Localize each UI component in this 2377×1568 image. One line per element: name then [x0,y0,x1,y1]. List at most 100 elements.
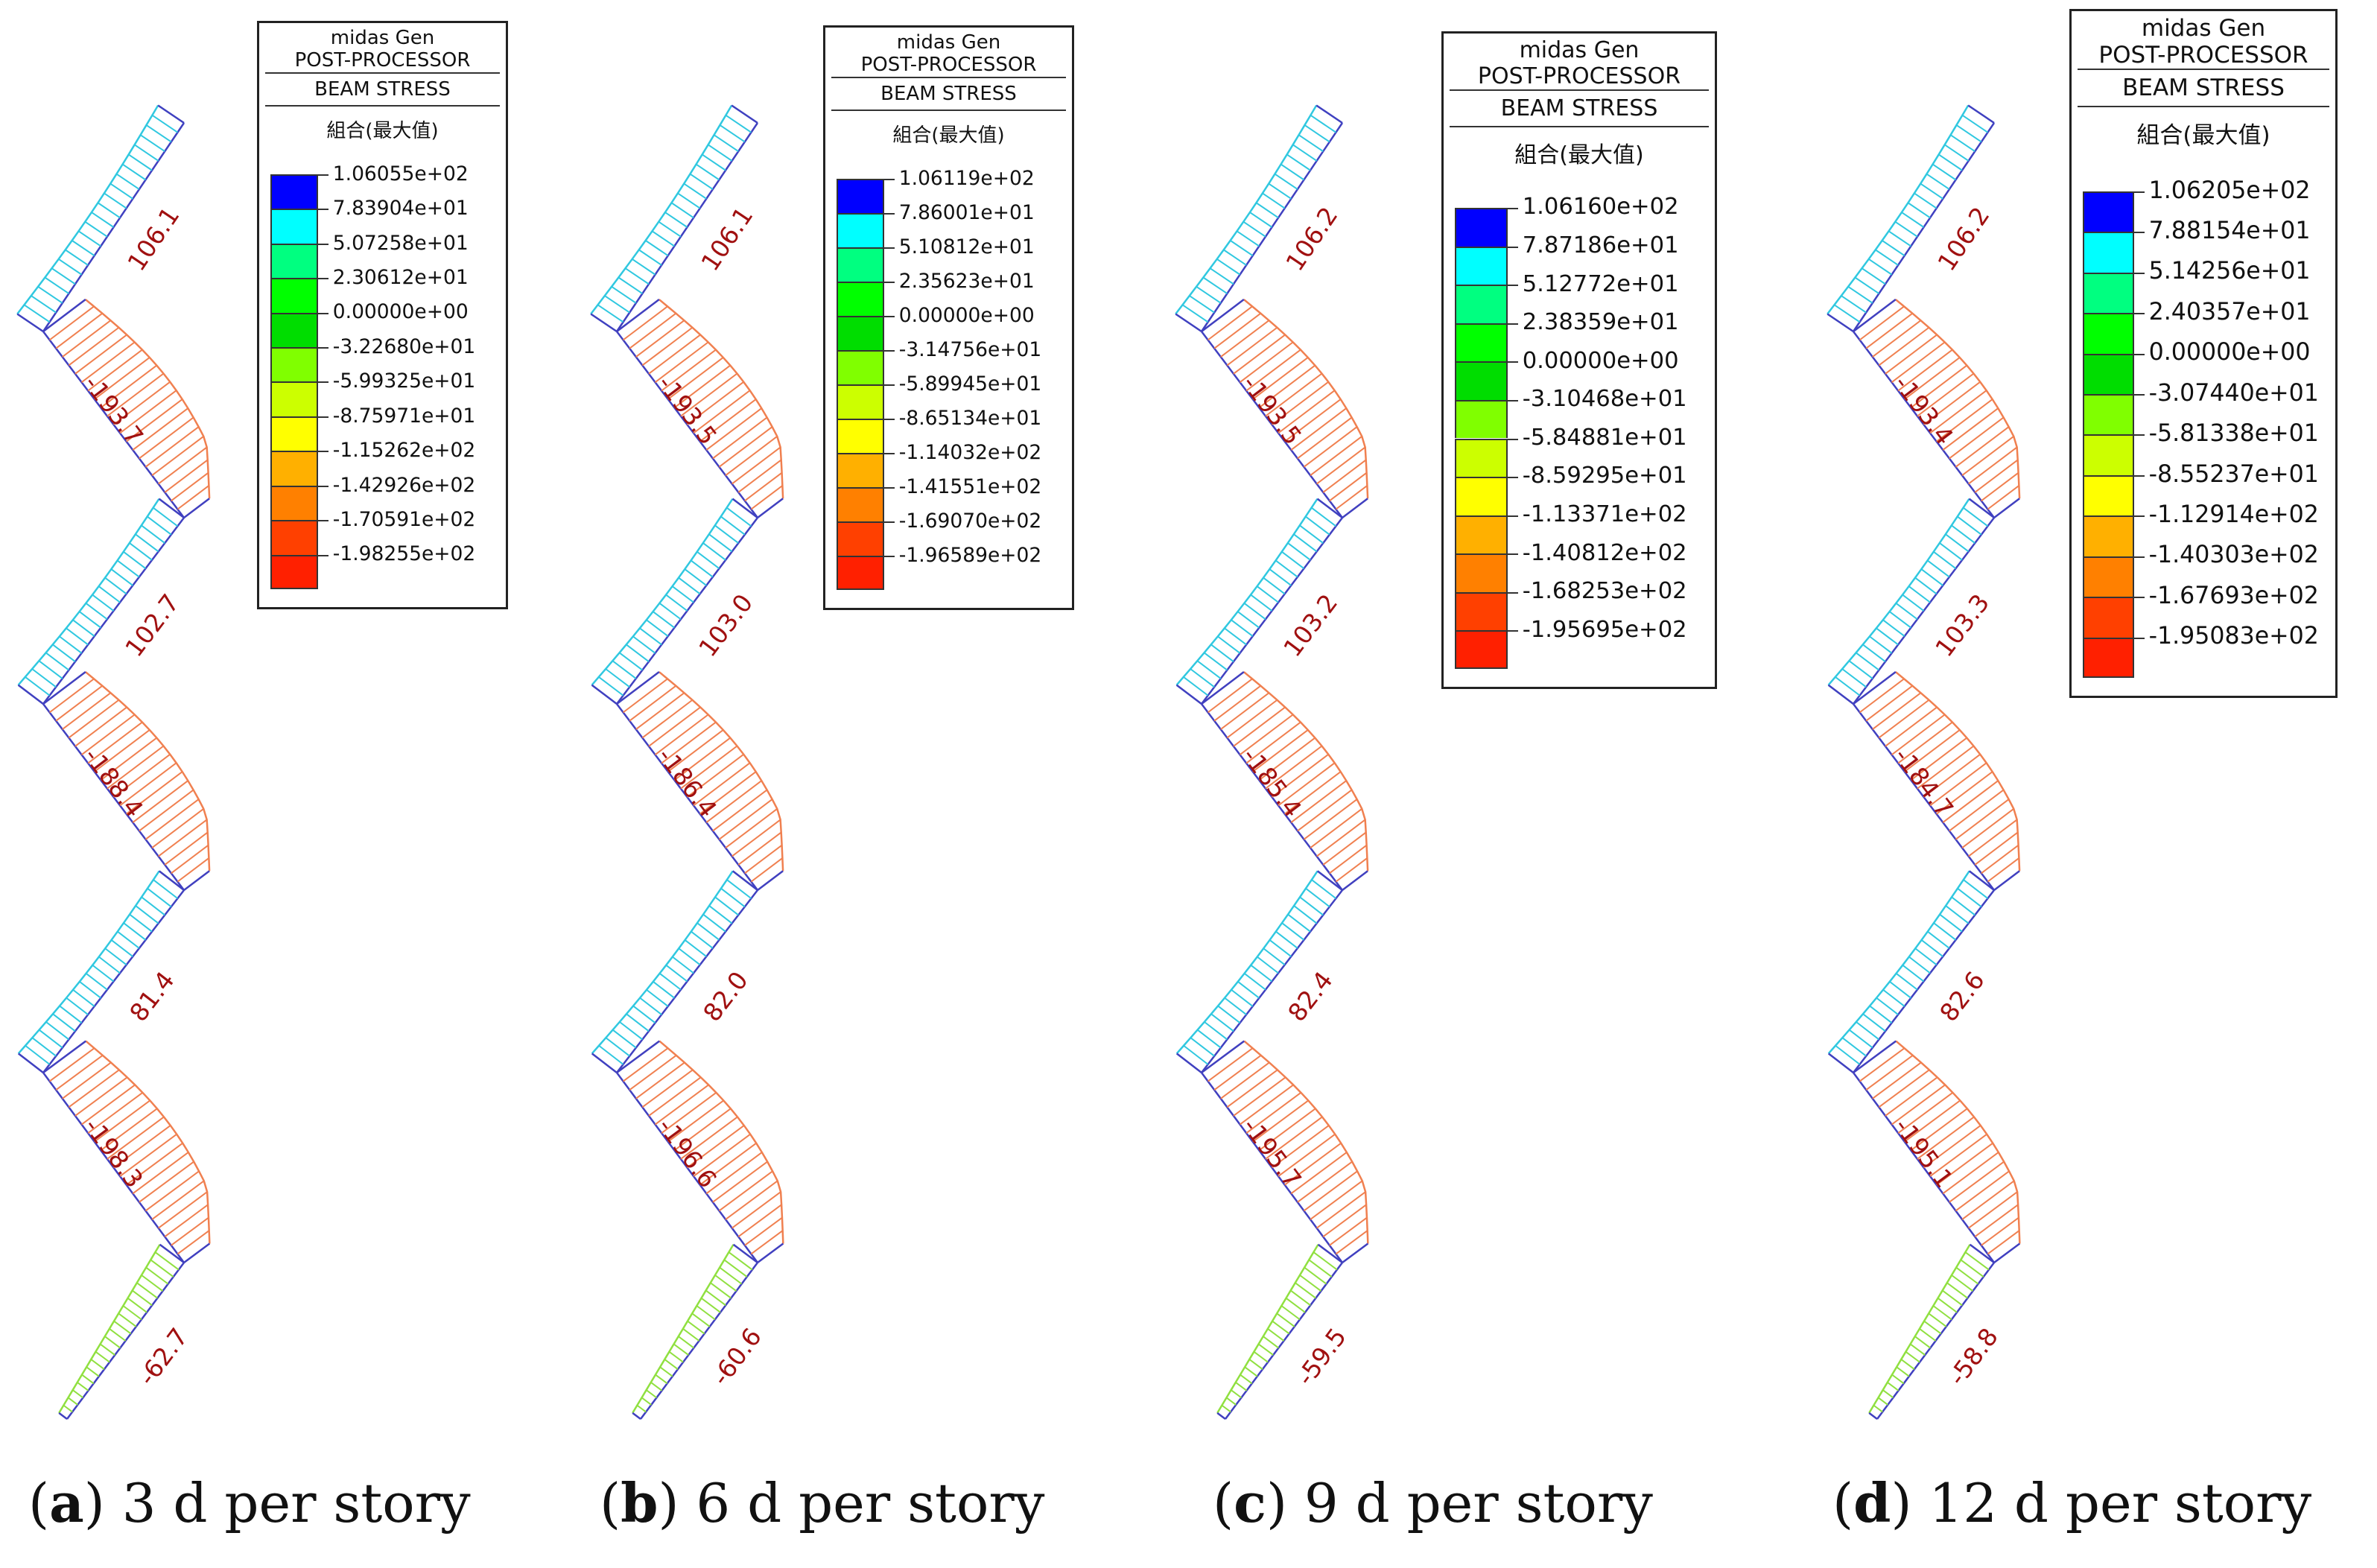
caption-paren: ( [28,1472,50,1534]
legend-box-d: midas Gen POST-PROCESSOR BEAM STRESS 組合(最大值… [2069,9,2338,698]
legend-tick [1507,361,1518,364]
legend-divider [831,109,1066,111]
legend-color-swatch [836,315,884,350]
legend-level-value: -1.95083e+02 [2148,623,2319,650]
legend-tick [317,278,329,280]
beam-segment-4: -186.4 [616,671,784,891]
legend-level-value: -1.67693e+02 [2148,582,2319,609]
legend-title-software: midas Gen [330,27,435,49]
legend-level-value: -3.22680e+01 [332,334,476,358]
caption-paren: ) [1891,1472,1929,1534]
legend-level-value: -1.95695e+02 [1522,616,1687,643]
beam-segment-3: 103.3 [1827,498,1995,705]
legend-level-value: -8.65134e+01 [898,406,1042,430]
segment-value-label: 102.7 [119,588,185,662]
legend-color-swatch [836,178,884,213]
legend-color-swatch [270,520,318,555]
legend-box-a: midas Gen POST-PROCESSOR BEAM STRESS 組合(最大值… [257,21,508,609]
legend-color-swatch [2083,434,2134,475]
legend-tick [883,555,895,557]
legend-tick [883,418,895,420]
segment-value-label: -193.5 [652,369,723,450]
legend-color-swatch [2083,313,2134,354]
legend-tick [1507,399,1518,401]
legend-level-value: -3.07440e+01 [2148,379,2319,407]
legend-level-value: -8.75971e+01 [332,404,476,428]
legend-level-value: 5.14256e+01 [2148,258,2311,285]
legend-level-value: -5.81338e+01 [2148,420,2319,448]
legend-level-value: 5.10812e+01 [898,235,1035,258]
legend-result-type: BEAM STRESS [880,82,1017,105]
segment-value-label: -195.1 [1888,1112,1959,1193]
legend-divider [1450,126,1709,127]
legend-tick [1507,477,1518,479]
legend-tick [1507,323,1518,325]
legend-color-swatch [270,209,318,244]
legend-level-value: -1.98255e+02 [332,542,476,566]
beam-segment-4: -188.4 [42,671,211,891]
legend-level-value: -8.55237e+01 [2148,460,2319,488]
legend-level-value: -1.13371e+02 [1522,501,1687,528]
legend-tick [883,212,895,215]
legend-color-swatch [2083,393,2134,435]
legend-tick [1507,285,1518,287]
segment-value-label: 103.3 [1929,588,1995,662]
legend-level-value: 1.06055e+02 [332,162,469,185]
caption-paren: ) [83,1472,122,1534]
beam-segment-7: -59.5 [1216,1243,1352,1421]
legend-tick [2133,232,2145,234]
caption-text: 6 d per story [696,1472,1045,1534]
legend-divider [2078,106,2329,108]
legend-color-swatch [836,418,884,453]
legend-divider [831,76,1066,78]
legend-title-software: midas Gen [896,31,1001,54]
legend-box-b: midas Gen POST-PROCESSOR BEAM STRESS 組合(最大值… [823,25,1074,610]
legend-load-combination: 組合(最大值) [2136,122,2270,150]
legend-level-value: -5.99325e+01 [332,369,476,393]
legend-color-swatch [836,349,884,384]
legend-tick [883,521,895,523]
legend-color-swatch [2083,353,2134,394]
legend-color-swatch [1455,323,1508,362]
legend-title: midas Gen POST-PROCESSOR [2072,11,2335,69]
legend-color-swatch [1455,399,1508,439]
legend-title-module: POST-PROCESSOR [2098,41,2308,69]
legend-title-module: POST-PROCESSOR [294,48,471,72]
legend-result-type: BEAM STRESS [2122,74,2285,102]
legend-title-module: POST-PROCESSOR [1477,63,1681,89]
beam-segment-4: -184.7 [1853,671,2021,891]
beam-segment-1: 106.2 [1827,104,1995,333]
legend-level-value: -1.70591e+02 [332,508,476,531]
legend-color-swatch [1455,285,1508,323]
legend-color-swatch [836,281,884,316]
legend-tick [1507,208,1518,209]
caption-letter: b [621,1471,658,1534]
legend-level-value: -1.14032e+02 [898,440,1042,464]
legend-tick [2133,515,2145,518]
diagram-panel-d: 106.2 -193.4 103.3 -184.7 82.6 -195.1 -58.8 [1827,104,2021,1421]
legend-title: midas Gen POST-PROCESSOR [1444,34,1715,89]
legend-color-swatch [836,212,884,247]
segment-value-label: 103.0 [693,588,758,662]
legend-tick [2133,556,2145,558]
legend-level-value: -1.42926e+02 [332,473,476,497]
legend-level-value: 5.07258e+01 [332,231,469,255]
panel-caption-a: (a) 3 d per story [28,1471,471,1534]
segment-value-label: 106.1 [695,202,758,276]
legend-tick [317,416,329,418]
legend-color-swatch [1455,477,1508,515]
legend-color-swatch [836,555,884,590]
beam-segment-3: 103.2 [1175,498,1343,705]
legend-tick [1507,630,1518,632]
segment-value-label: -186.4 [652,742,723,822]
segment-value-label: -193.5 [1237,369,1307,450]
beam-segment-7: -60.6 [632,1243,767,1421]
legend-tick [2133,313,2145,315]
beam-segment-4: -185.4 [1201,671,1369,891]
legend-level-value: 7.83904e+01 [332,197,469,220]
legend-tick [317,554,329,556]
caption-text: 3 d per story [121,1472,471,1534]
caption-letter: d [1853,1471,1891,1534]
legend-tick [883,315,895,317]
legend-color-swatch [270,312,318,347]
